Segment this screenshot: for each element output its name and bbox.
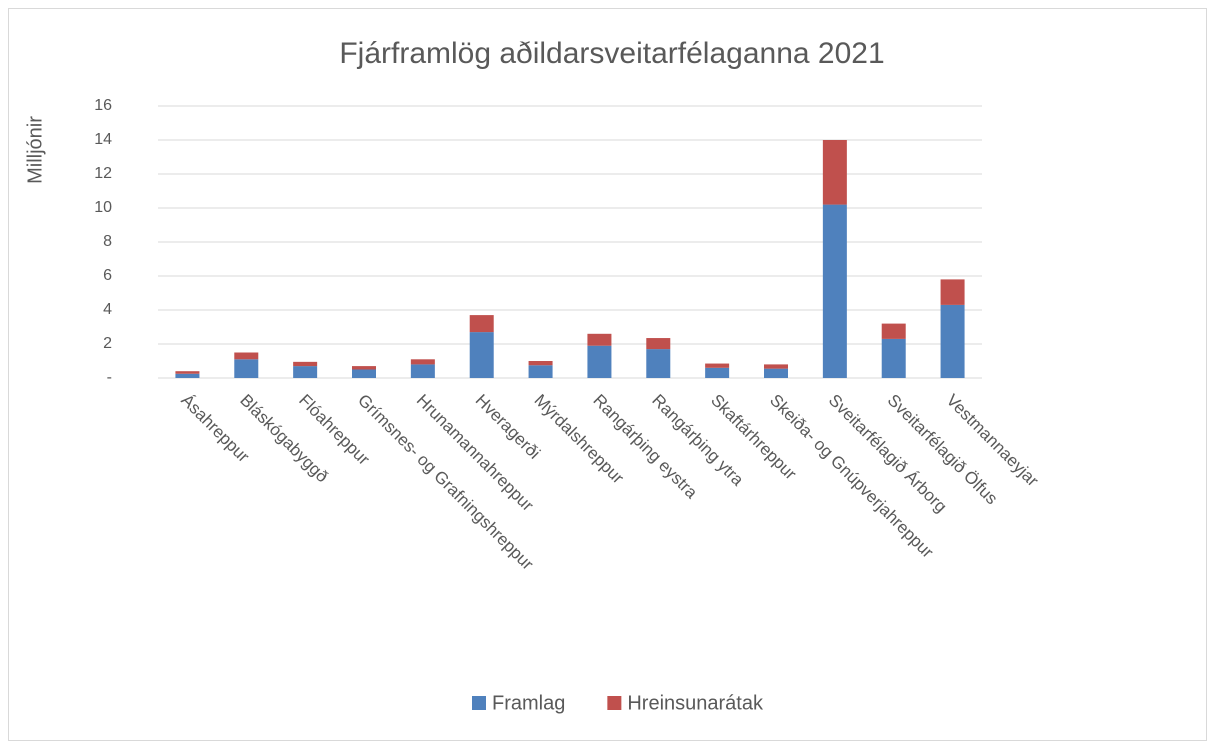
bar-segment (705, 367, 730, 378)
bar-segment (940, 279, 965, 305)
y-tick-label: 8 (103, 233, 112, 250)
bar-segment (293, 366, 318, 378)
legend-label: Hreinsunarátak (627, 692, 764, 714)
y-axis-label: Milljónir (24, 116, 46, 184)
legend-swatch (607, 696, 622, 710)
bar-segment (881, 338, 906, 378)
bar-segment (234, 352, 259, 360)
y-tick-label: 16 (94, 97, 112, 114)
bar-segment (940, 304, 965, 378)
bar-segment (646, 338, 671, 350)
bar-segment (410, 364, 435, 378)
y-tick-label: 12 (94, 165, 112, 182)
bar-segment (528, 361, 553, 366)
bar-segment (410, 359, 435, 365)
bar-segment (764, 368, 788, 378)
y-tick-label: - (107, 369, 112, 386)
legend-label: Framlag (492, 692, 565, 714)
bar-segment (469, 332, 494, 378)
bar-segment (646, 349, 671, 378)
bar-segment (764, 364, 788, 369)
y-tick-label: 10 (94, 199, 112, 216)
bar-segment (881, 323, 906, 339)
bar-segment (293, 361, 318, 367)
bar-segment (822, 140, 847, 205)
bar-segment (587, 333, 612, 346)
bar-segment (234, 359, 259, 378)
y-tick-label: 14 (94, 131, 112, 148)
bar-segment (587, 345, 612, 378)
bar-segment (175, 371, 200, 374)
legend-swatch (472, 696, 486, 710)
bar-segment (469, 315, 494, 333)
y-tick-label: 6 (103, 267, 112, 284)
bar-segment (352, 366, 376, 370)
bar-segment (175, 373, 200, 378)
bar-segment (822, 204, 847, 378)
bar-segment (528, 365, 553, 378)
chart-title: Fjárframlög aðildarsveitarfélaganna 2021 (339, 37, 884, 70)
y-tick-label: 4 (103, 301, 112, 318)
bar-segment (705, 363, 730, 368)
bar-segment (352, 369, 376, 378)
y-tick-label: 2 (103, 335, 112, 352)
